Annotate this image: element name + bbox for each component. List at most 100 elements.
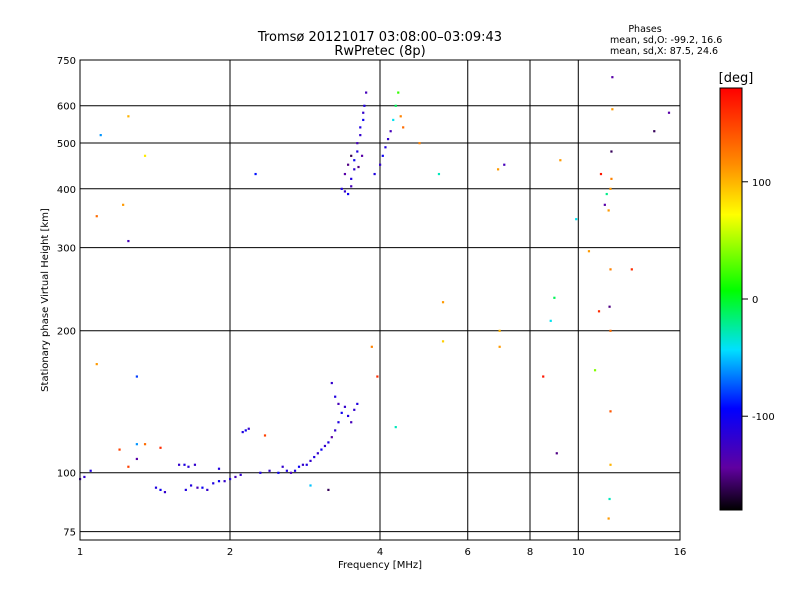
- data-point: [143, 154, 147, 157]
- data-point: [159, 488, 162, 491]
- data-point: [95, 215, 98, 218]
- x-tick-label: 6: [465, 547, 471, 558]
- data-point: [357, 165, 360, 169]
- data-point: [370, 345, 373, 348]
- data-point: [608, 305, 611, 308]
- data-point: [343, 190, 347, 193]
- data-point: [359, 126, 362, 129]
- axis-ticks: 1 2 4 6 8 10 16 75 100 200 300 400 500 600 750: [57, 56, 686, 558]
- phase-legend-line-x: mean, sd,X: 87.5, 24.6: [610, 46, 718, 57]
- data-point: [363, 104, 366, 107]
- data-point: [163, 491, 167, 494]
- data-point: [337, 421, 340, 424]
- data-point: [193, 463, 197, 466]
- colorbar: [719, 87, 743, 511]
- data-point: [95, 363, 98, 366]
- data-point: [496, 168, 500, 171]
- data-point: [549, 319, 552, 322]
- data-point: [320, 448, 323, 451]
- data-point: [277, 471, 280, 474]
- data-point: [607, 209, 610, 212]
- data-point: [309, 459, 312, 462]
- data-point: [316, 452, 319, 455]
- data-point: [127, 115, 130, 118]
- data-point: [330, 381, 333, 385]
- data-point: [346, 163, 350, 166]
- data-point: [241, 430, 244, 434]
- data-point: [334, 395, 337, 398]
- data-point: [356, 142, 359, 145]
- data-point: [343, 172, 347, 176]
- data-point: [313, 455, 316, 459]
- data-point: [376, 375, 379, 378]
- data-point: [653, 130, 656, 133]
- data-point: [217, 467, 221, 470]
- data-point: [247, 427, 250, 430]
- data-point: [610, 150, 613, 153]
- data-point: [89, 469, 92, 472]
- grid-lines: [80, 60, 680, 540]
- data-point: [135, 375, 138, 378]
- y-tick-label: 100: [57, 469, 76, 480]
- data-point: [386, 137, 390, 141]
- data-point: [593, 369, 597, 372]
- x-tick-label: 8: [527, 547, 533, 558]
- data-point: [334, 429, 337, 432]
- data-point: [346, 414, 350, 418]
- y-tick-label: 600: [57, 102, 76, 113]
- data-point: [441, 301, 445, 304]
- data-point: [143, 443, 147, 446]
- data-point: [587, 250, 591, 253]
- y-tick-label: 400: [57, 185, 76, 196]
- data-point: [135, 457, 138, 461]
- data-point: [229, 477, 232, 481]
- data-point: [99, 134, 102, 137]
- data-point: [254, 172, 257, 176]
- data-point: [373, 172, 376, 176]
- data-point: [609, 268, 612, 271]
- data-point: [263, 434, 267, 437]
- data-point: [122, 203, 125, 206]
- x-tick-label: 1: [77, 547, 83, 558]
- data-point: [350, 185, 353, 188]
- plot-frame: [79, 59, 681, 541]
- data-point: [330, 436, 333, 439]
- data-point: [353, 159, 356, 162]
- data-point: [305, 463, 308, 466]
- data-point: [498, 345, 501, 348]
- data-point: [340, 411, 343, 414]
- data-point: [135, 443, 138, 446]
- data-point: [402, 126, 405, 129]
- data-point: [608, 497, 611, 501]
- data-point: [244, 429, 247, 432]
- data-point: [609, 187, 612, 190]
- y-tick-label: 500: [57, 139, 76, 150]
- y-tick-label: 200: [57, 327, 76, 338]
- data-point: [360, 154, 364, 157]
- data-point: [259, 471, 262, 474]
- data-point: [609, 410, 612, 413]
- data-point: [183, 463, 186, 466]
- data-point: [399, 115, 402, 118]
- data-point: [394, 426, 397, 429]
- data-point: [201, 486, 204, 489]
- data-point: [362, 111, 365, 114]
- y-axis-label: Stationary phase Virtual Height [km]: [40, 208, 51, 392]
- data-point: [127, 465, 130, 468]
- data-point: [607, 517, 610, 520]
- data-point: [177, 463, 181, 466]
- data-point: [281, 465, 284, 468]
- data-point: [356, 402, 359, 405]
- colorbar-tick-label: 0: [752, 295, 758, 306]
- data-point: [239, 473, 242, 476]
- x-tick-label: 16: [674, 547, 687, 558]
- data-point: [350, 421, 353, 424]
- x-tick-label: 10: [572, 547, 585, 558]
- chart-title: Tromsø 20121017 03:08:00–03:09:43: [257, 30, 502, 45]
- x-tick-label: 2: [227, 547, 233, 558]
- data-point: [392, 118, 395, 122]
- data-point: [599, 172, 603, 176]
- data-point: [394, 104, 397, 107]
- data-point: [327, 488, 330, 491]
